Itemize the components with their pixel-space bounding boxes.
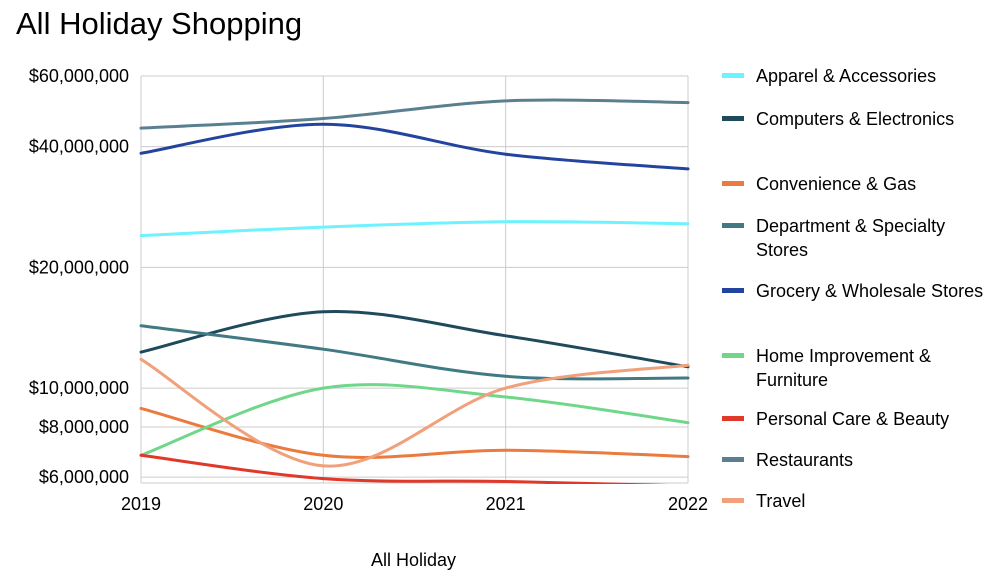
legend-swatch — [722, 181, 744, 186]
y-axis-ticks: $6,000,000 $8,000,000 $10,000,000 $20,000,0… — [29, 66, 129, 487]
legend-item: Department & Specialty Stores — [722, 214, 992, 262]
legend-item: Home Improvement & Furniture — [722, 344, 992, 392]
legend-item: Personal Care & Beauty — [722, 407, 992, 431]
legend-label: Grocery & Wholesale Stores — [756, 281, 984, 301]
legend-label: Department & Specialty Stores — [756, 216, 946, 260]
y-tick-label: $60,000,000 — [29, 66, 129, 86]
x-tick-label: 2022 — [668, 494, 708, 514]
legend-item: Grocery & Wholesale Stores — [722, 279, 992, 303]
legend-swatch — [722, 116, 744, 121]
legend-swatch — [722, 498, 744, 503]
legend-label: Apparel & Accessories — [756, 66, 937, 86]
legend-label: Personal Care & Beauty — [756, 409, 950, 429]
x-axis-title: All Holiday — [371, 550, 456, 570]
legend-swatch — [722, 288, 744, 293]
series-line — [139, 324, 690, 381]
legend-item: Computers & Electronics — [722, 107, 992, 131]
legend-item: Apparel & Accessories — [722, 64, 992, 88]
legend-swatch — [722, 457, 744, 462]
series-line — [139, 122, 690, 171]
series-line — [139, 383, 690, 457]
series-line — [139, 98, 690, 130]
series-line — [139, 220, 690, 238]
legend-item: Travel — [722, 489, 992, 513]
legend-swatch — [722, 223, 744, 228]
legend-swatch — [722, 73, 744, 78]
x-tick-label: 2021 — [486, 494, 526, 514]
legend-label: Convenience & Gas — [756, 174, 917, 194]
legend-label: Travel — [756, 491, 806, 511]
series-line — [139, 310, 690, 369]
legend-swatch — [722, 416, 744, 421]
legend-label: Restaurants — [756, 450, 854, 470]
series-lines — [139, 98, 690, 484]
x-tick-label: 2019 — [121, 494, 161, 514]
x-tick-label: 2020 — [303, 494, 343, 514]
chart-title: All Holiday Shopping — [16, 6, 303, 41]
legend-label: Computers & Electronics — [756, 109, 955, 129]
y-tick-label: $10,000,000 — [29, 378, 129, 398]
legend-item: Convenience & Gas — [722, 172, 992, 196]
y-tick-label: $40,000,000 — [29, 137, 129, 157]
series-line — [139, 453, 668, 484]
y-tick-label: $6,000,000 — [39, 467, 129, 487]
legend-swatch — [722, 353, 744, 358]
x-axis-ticks: 2019 2020 2021 2022 — [121, 494, 708, 514]
y-tick-label: $20,000,000 — [29, 257, 129, 277]
legend-label: Home Improvement & Furniture — [756, 346, 932, 390]
legend-item: Restaurants — [722, 448, 992, 472]
y-tick-label: $8,000,000 — [39, 417, 129, 437]
series-line — [139, 357, 690, 468]
series-line — [139, 406, 690, 459]
